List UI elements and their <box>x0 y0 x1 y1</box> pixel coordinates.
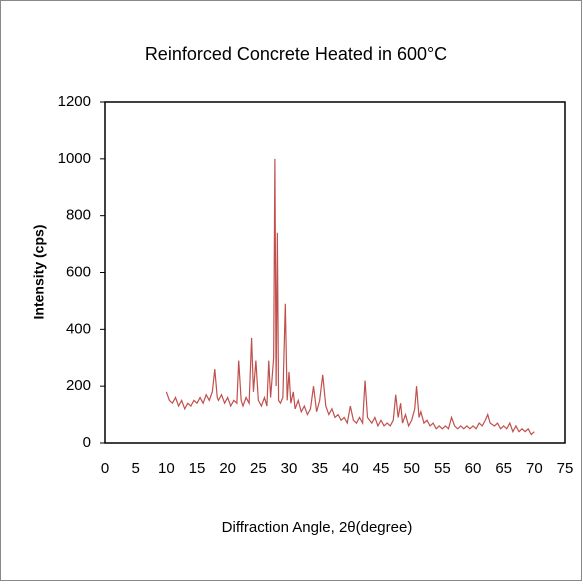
x-tick-label: 50 <box>403 460 420 477</box>
y-tick-label: 600 <box>66 263 91 280</box>
x-tick-label: 60 <box>465 460 482 477</box>
x-tick-label: 40 <box>342 460 359 477</box>
x-tick-label: 35 <box>311 460 328 477</box>
y-tick-label: 200 <box>66 377 91 394</box>
x-tick-label: 10 <box>158 460 175 477</box>
y-axis-label: Intensity (cps) <box>31 225 47 320</box>
y-tick-label: 1200 <box>58 93 91 110</box>
chart-title: Reinforced Concrete Heated in 600°C <box>145 44 447 64</box>
x-tick-label: 65 <box>495 460 512 477</box>
x-axis-label: Diffraction Angle, 2θ(degree) <box>222 519 413 536</box>
data-line <box>165 158 535 436</box>
x-tick-label: 15 <box>189 460 206 477</box>
y-tick-label: 0 <box>83 434 91 451</box>
y-tick-label: 400 <box>66 320 91 337</box>
x-tick-label: 0 <box>101 460 109 477</box>
y-tick-label: 1000 <box>58 150 91 167</box>
x-tick-label: 25 <box>250 460 267 477</box>
x-tick-label: 45 <box>373 460 390 477</box>
x-tick-label: 55 <box>434 460 451 477</box>
x-tick-label: 5 <box>131 460 139 477</box>
x-tick-label: 75 <box>557 460 574 477</box>
x-tick-label: 70 <box>526 460 543 477</box>
x-tick-label: 30 <box>281 460 298 477</box>
x-tick-label: 20 <box>219 460 236 477</box>
y-tick-label: 800 <box>66 207 91 224</box>
